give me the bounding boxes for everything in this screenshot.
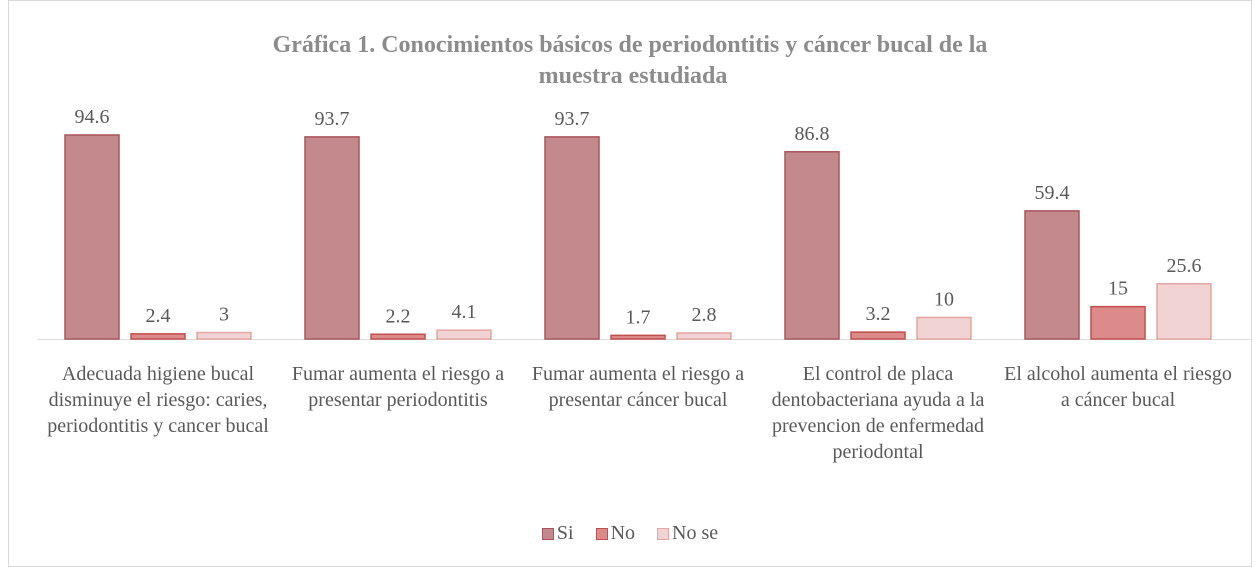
bar	[1024, 210, 1080, 340]
value-label: 25.6	[1167, 255, 1202, 277]
legend: Si No No se	[0, 522, 1260, 545]
value-label: 10	[934, 288, 954, 310]
x-tick-label: El alcohol aumenta el riesgo a cáncer bu…	[1004, 363, 1232, 411]
value-label: 86.8	[795, 123, 830, 145]
chart-title: Gráfica 1. Conocimientos básicos de peri…	[273, 32, 988, 89]
legend-swatch	[657, 527, 670, 540]
bar	[544, 136, 600, 340]
value-label: 4.1	[452, 301, 477, 323]
value-label: 59.4	[1035, 182, 1070, 204]
legend-label: No se	[672, 522, 719, 544]
bar	[610, 334, 666, 340]
x-tick-label: Fumar aumenta el riesgo a presentar cánc…	[531, 363, 745, 411]
value-label: 2.4	[146, 305, 171, 327]
bar	[916, 316, 972, 340]
value-label: 93.7	[555, 108, 590, 130]
bar	[196, 331, 252, 340]
bar	[1156, 283, 1212, 340]
bar	[130, 333, 186, 340]
value-label: 15	[1108, 278, 1128, 300]
legend-item: No	[595, 522, 636, 545]
legend-label: Si	[556, 522, 574, 544]
x-tick-label: El control de placa dentobacteriana ayud…	[771, 363, 985, 463]
bar	[1090, 305, 1146, 340]
value-label: 2.8	[692, 304, 717, 326]
value-label: 93.7	[315, 108, 350, 130]
bar	[850, 331, 906, 340]
value-label: 3.2	[866, 303, 891, 325]
value-label: 3	[219, 304, 229, 326]
legend-item: No se	[657, 522, 718, 545]
x-tick-label: Adecuada higiene bucal disminuye el ries…	[47, 363, 269, 437]
value-label: 1.7	[626, 306, 651, 328]
bar	[304, 136, 360, 340]
value-label: 2.2	[386, 305, 411, 327]
legend-swatch	[595, 527, 608, 540]
x-tick-label: Fumar aumenta el riesgo a presentar peri…	[291, 363, 505, 411]
value-label: 94.6	[75, 106, 110, 128]
bar	[676, 332, 732, 340]
bar	[64, 134, 120, 340]
legend-label: No	[610, 522, 636, 544]
bar	[436, 329, 492, 340]
legend-swatch	[541, 527, 554, 540]
bar	[370, 333, 426, 340]
bar	[784, 151, 840, 340]
legend-item: Si	[541, 522, 574, 545]
